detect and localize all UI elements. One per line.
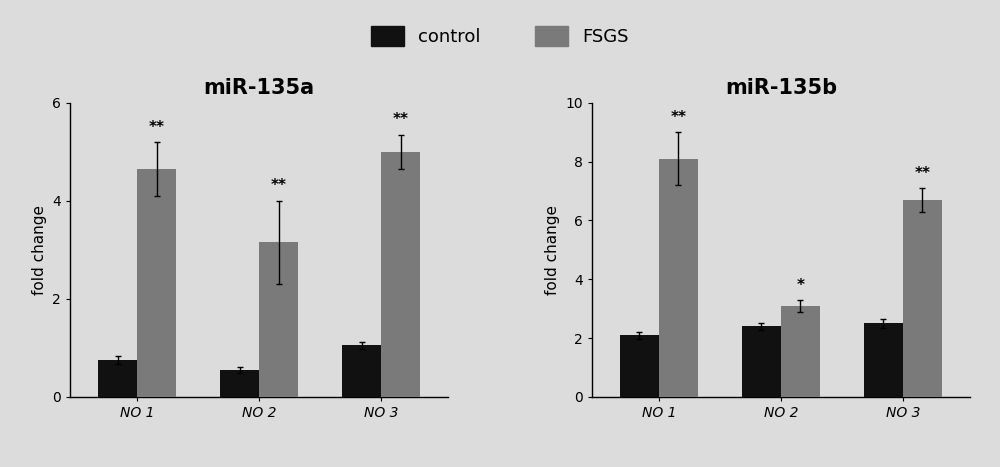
Bar <box>259 242 298 397</box>
Bar <box>620 335 659 397</box>
Text: *: * <box>796 277 804 292</box>
Bar <box>381 152 420 397</box>
Bar <box>903 200 942 397</box>
Bar <box>98 360 137 397</box>
Title: miR-135a: miR-135a <box>204 78 315 99</box>
Bar <box>864 323 903 397</box>
Bar <box>220 370 259 397</box>
Y-axis label: fold change: fold change <box>32 205 47 295</box>
Bar <box>781 306 820 397</box>
Legend: control, FSGS: control, FSGS <box>364 18 636 54</box>
Text: **: ** <box>670 110 686 125</box>
Bar <box>137 169 176 397</box>
Text: **: ** <box>271 178 287 193</box>
Bar <box>742 326 781 397</box>
Title: miR-135b: miR-135b <box>725 78 837 99</box>
Text: **: ** <box>149 120 165 134</box>
Text: **: ** <box>393 112 409 127</box>
Text: **: ** <box>914 166 930 181</box>
Bar <box>342 346 381 397</box>
Y-axis label: fold change: fold change <box>545 205 560 295</box>
Bar <box>659 159 698 397</box>
